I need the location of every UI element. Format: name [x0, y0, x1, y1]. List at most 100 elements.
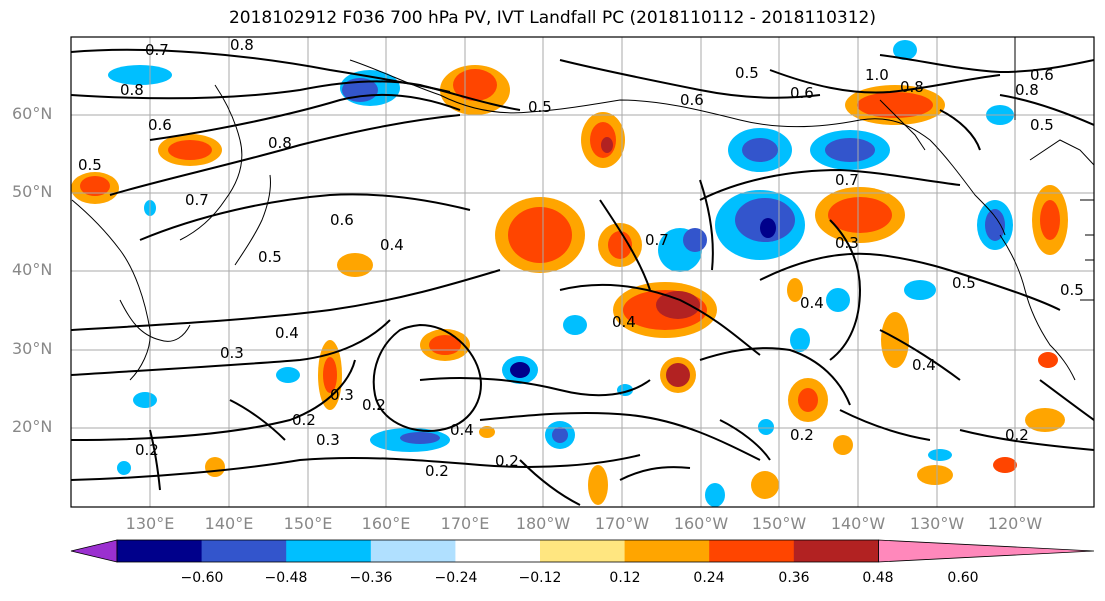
colorbar-extend-max — [878, 539, 1095, 563]
contour-label: 0.5 — [1060, 281, 1084, 299]
map-frame — [70, 36, 1095, 508]
lon-label-130w: 130°W — [909, 514, 965, 533]
contour-label: 0.7 — [145, 41, 169, 59]
shade-blob — [742, 138, 778, 162]
contour-label: 0.2 — [790, 426, 814, 444]
contour-label: 0.3 — [330, 386, 354, 404]
colorbar-segment — [117, 540, 203, 562]
shade-blob — [323, 357, 337, 393]
contour-label: 0.7 — [185, 191, 209, 209]
lon-label-170e: 170°E — [440, 514, 490, 533]
colorbar-segment — [286, 540, 372, 562]
colorbar-segment — [455, 540, 541, 562]
contour-label: 0.4 — [612, 313, 636, 331]
shade-blob — [881, 312, 909, 368]
contour-label: 0.6 — [1030, 66, 1054, 84]
shade-blob — [608, 231, 632, 259]
shade-blob — [666, 363, 690, 387]
shade-blob — [705, 483, 725, 507]
lon-label-150e: 150°E — [283, 514, 333, 533]
shade-blob — [857, 92, 933, 118]
colorbar-segment — [540, 540, 626, 562]
contour-label: 0.2 — [362, 396, 386, 414]
colorbar-segment — [201, 540, 287, 562]
contour-label: 0.2 — [1005, 426, 1029, 444]
lat-label-40: 40°N — [12, 260, 53, 279]
lon-label-140e: 140°E — [204, 514, 254, 533]
shaded-anomalies — [71, 40, 1068, 507]
shade-blob — [993, 457, 1017, 473]
contour-label: 0.7 — [645, 231, 669, 249]
lon-label-120w: 120°W — [987, 514, 1043, 533]
lon-label-160e: 160°E — [361, 514, 411, 533]
shade-blob — [833, 435, 853, 455]
contour-label: 0.8 — [900, 78, 924, 96]
shade-blob — [552, 427, 568, 443]
contour-label: 0.6 — [148, 116, 172, 134]
shade-blob — [928, 449, 952, 461]
contour-label-group: 0.8 0.7 0.8 0.6 0.8 0.5 0.7 0.6 0.5 0.4 … — [78, 36, 1084, 480]
contour-label: 0.2 — [425, 462, 449, 480]
contour-label: 0.4 — [450, 421, 474, 439]
contour-label: 0.6 — [680, 91, 704, 109]
colorbar-tick-label: 0.60 — [947, 570, 979, 586]
contour-label: 0.2 — [292, 411, 316, 429]
shade-blob — [917, 465, 953, 485]
shade-blob — [751, 471, 779, 499]
colorbar-tick-label: 0.24 — [693, 570, 725, 586]
shade-blob — [683, 228, 707, 252]
lon-label-170w: 170°W — [594, 514, 650, 533]
colorbar-extend-min — [70, 539, 118, 563]
shade-blob — [479, 426, 495, 438]
lon-label-180w: 180°W — [515, 514, 571, 533]
shade-blob — [400, 432, 440, 444]
contour-label: 0.6 — [790, 84, 814, 102]
contour-label: 0.5 — [528, 98, 552, 116]
contour-label: 0.5 — [78, 156, 102, 174]
shade-blob — [904, 280, 936, 300]
colorbar-tick-label: −0.36 — [349, 570, 393, 586]
contour-label: 0.8 — [230, 36, 254, 54]
shade-blob — [1038, 352, 1058, 368]
shade-blob — [117, 461, 131, 475]
coastlines — [71, 37, 1094, 381]
contour-label: 0.3 — [316, 431, 340, 449]
shade-blob — [510, 362, 530, 378]
graticule — [71, 37, 1094, 507]
shade-blob — [563, 315, 587, 335]
shade-blob — [798, 388, 818, 412]
contour-label: 0.5 — [1030, 116, 1054, 134]
contour-label: 0.7 — [835, 171, 859, 189]
shade-blob — [337, 253, 373, 277]
contour-label: 0.4 — [275, 324, 299, 342]
contour-label: 0.2 — [135, 441, 159, 459]
pv-contours — [71, 48, 1094, 506]
contour-label: 0.2 — [495, 452, 519, 470]
contour-label: 0.8 — [120, 81, 144, 99]
colorbar-tick-label: −0.60 — [180, 570, 224, 586]
contour-label: 0.5 — [735, 64, 759, 82]
lat-label-20: 20°N — [12, 417, 53, 436]
shade-blob — [826, 288, 850, 312]
contour-label: 0.4 — [800, 294, 824, 312]
contour-label: 0.4 — [380, 236, 404, 254]
colorbar-segment — [709, 540, 795, 562]
shade-blob — [276, 367, 300, 383]
colorbar-outline — [116, 539, 879, 563]
colorbar-tick-label: −0.12 — [518, 570, 562, 586]
shade-blob — [108, 65, 172, 85]
shade-blob — [758, 419, 774, 435]
shade-blob — [588, 465, 608, 505]
colorbar — [70, 539, 1095, 563]
shade-blob — [453, 69, 497, 101]
shade-blob — [205, 457, 225, 477]
shade-blob — [508, 207, 572, 263]
lat-label-60: 60°N — [12, 104, 53, 123]
contour-label: 0.5 — [952, 274, 976, 292]
lon-label-160w: 160°W — [673, 514, 729, 533]
colorbar-segment — [370, 540, 456, 562]
colorbar-segment — [793, 540, 879, 562]
shade-blob — [790, 328, 810, 352]
colorbar-tick-label: −0.48 — [264, 570, 308, 586]
lon-label-150w: 150°W — [751, 514, 807, 533]
